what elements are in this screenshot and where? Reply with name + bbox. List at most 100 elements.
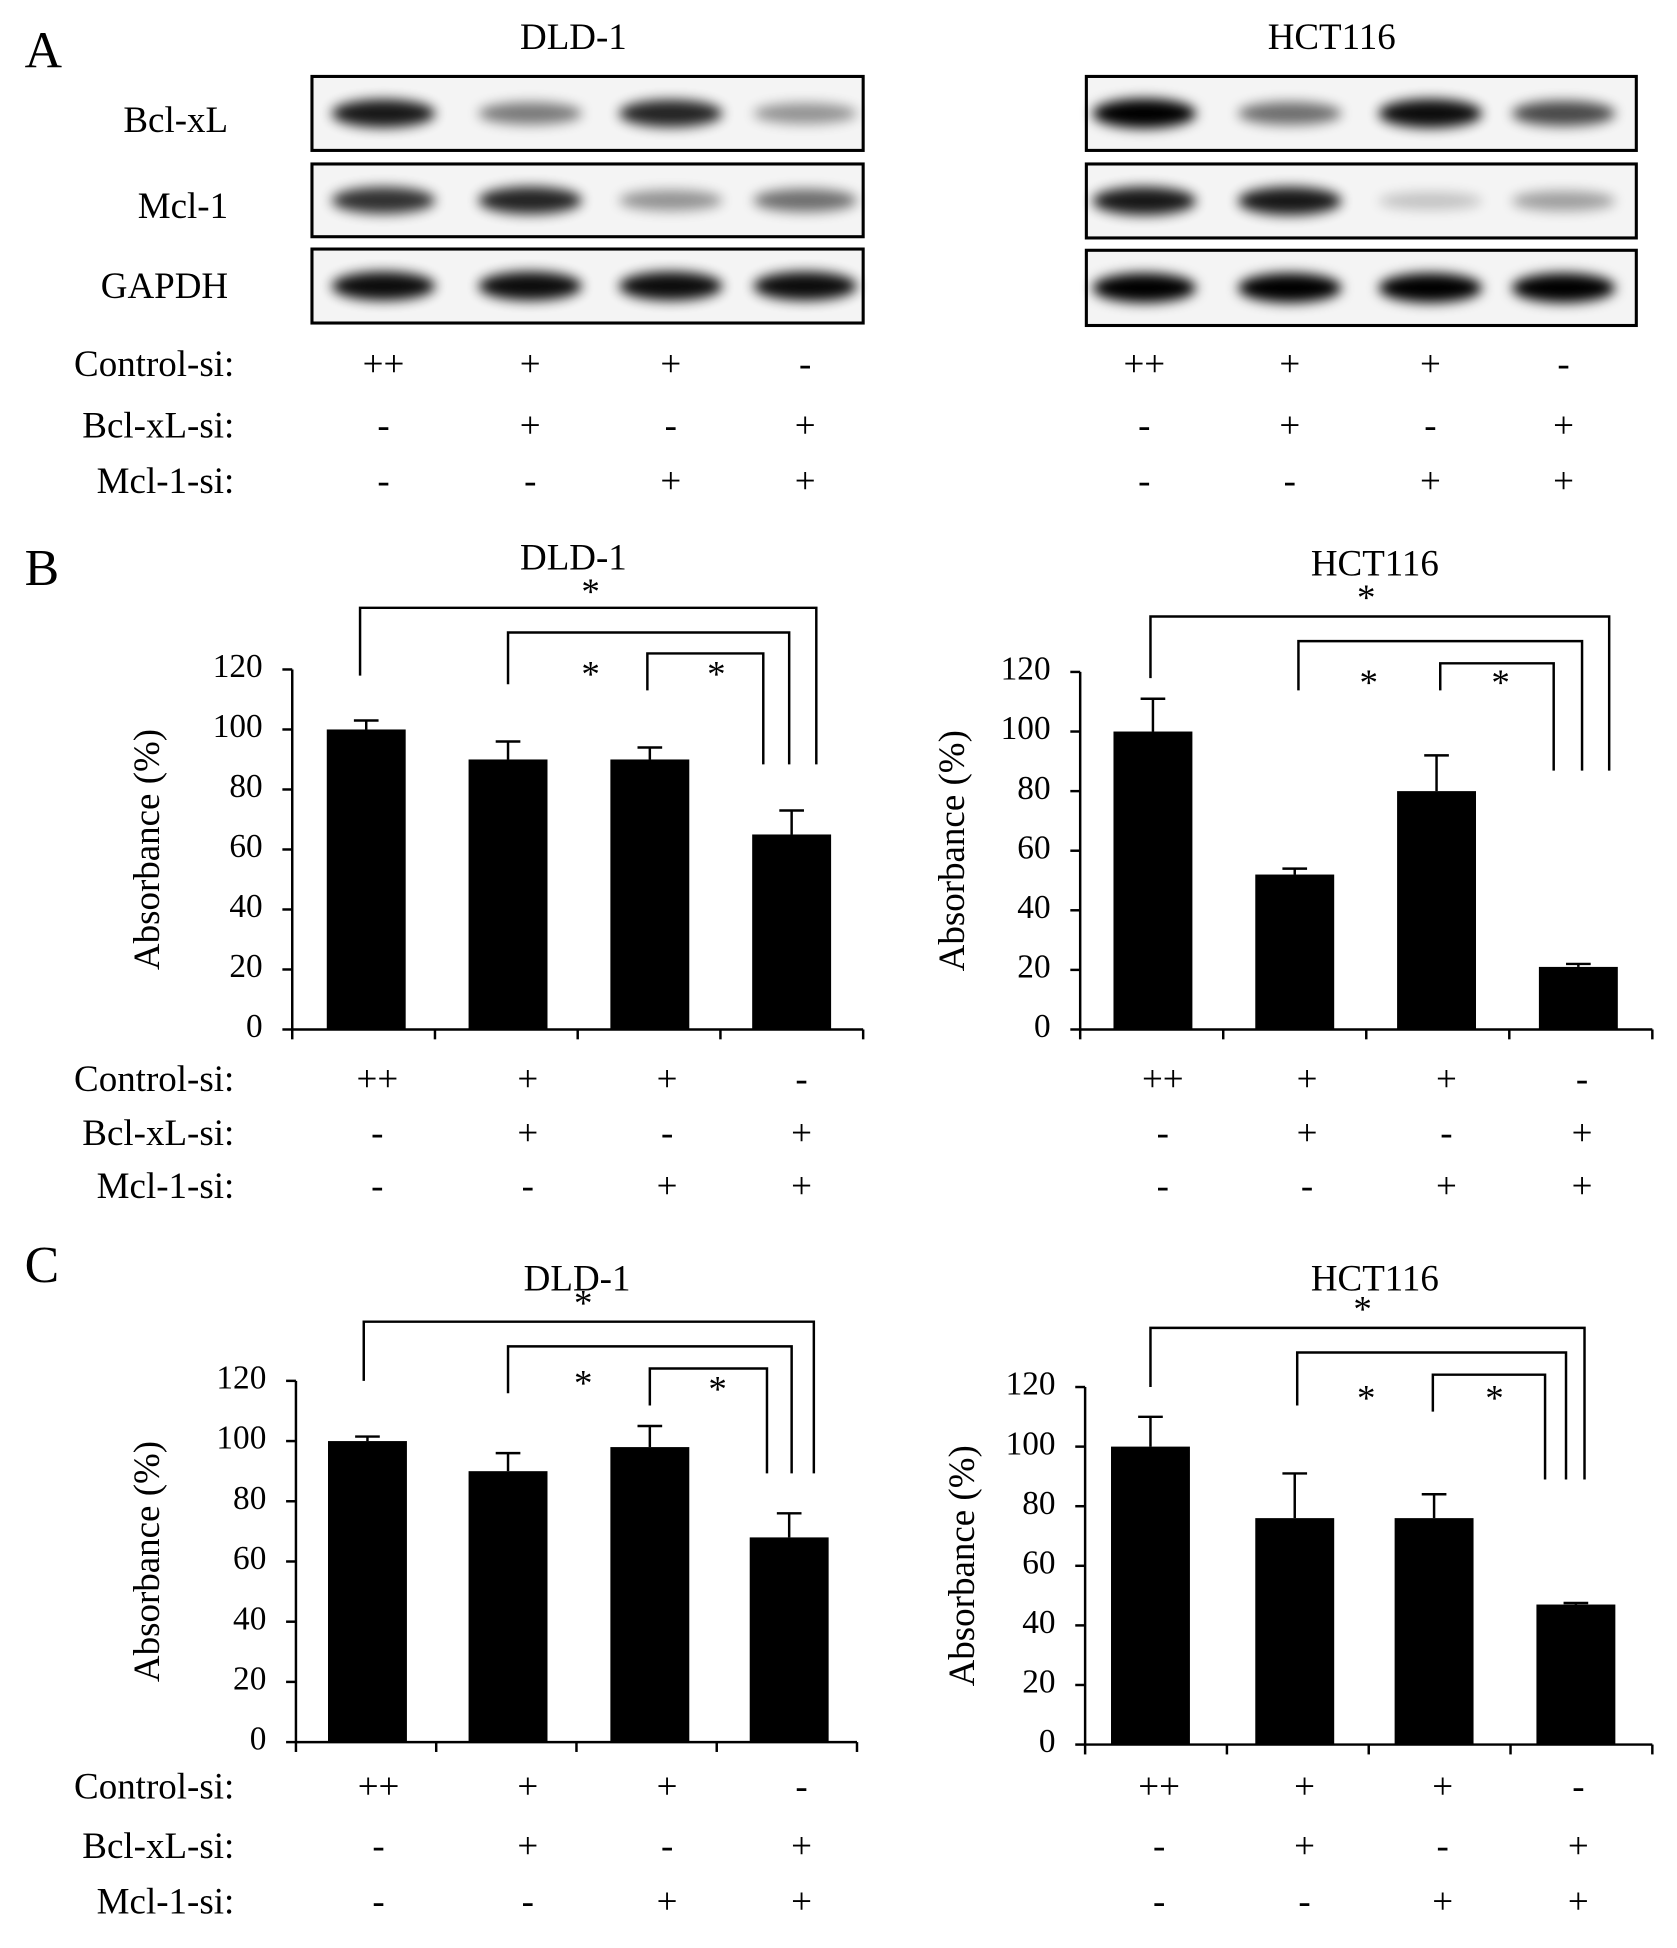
y-tick-label: 40: [1017, 889, 1050, 926]
condition-mark: +: [1294, 1825, 1315, 1866]
significance-bracket: [506, 631, 791, 765]
condition-label: Control-si:: [74, 1766, 234, 1807]
blot-band: [753, 103, 857, 124]
panel-label: C: [25, 1237, 60, 1294]
condition-mark: -: [1301, 1165, 1313, 1206]
condition-mark: -: [1157, 1165, 1169, 1206]
y-tick-label: 40: [233, 1600, 266, 1637]
significance-label: *: [581, 654, 599, 695]
y-tick-label: 60: [229, 828, 262, 865]
condition-mark: +: [660, 460, 681, 501]
y-tick-label: 80: [233, 1480, 266, 1517]
bar: [326, 729, 406, 1030]
condition-mark: +: [1568, 1825, 1589, 1866]
y-tick-label: 100: [1006, 1425, 1056, 1462]
condition-mark: -: [1138, 405, 1150, 446]
blot-row-label: Bcl-xL: [123, 99, 228, 140]
condition-label: Mcl-1-si:: [97, 460, 235, 501]
condition-mark: +: [1432, 1880, 1453, 1921]
condition-mark: ++: [1138, 1766, 1180, 1807]
condition-mark: -: [1157, 1112, 1169, 1153]
significance-label: *: [574, 1282, 592, 1323]
condition-mark: +: [1568, 1880, 1589, 1921]
condition-mark: +: [1553, 460, 1574, 501]
condition-mark: -: [661, 1112, 673, 1153]
condition-label: Control-si:: [74, 1058, 234, 1099]
condition-mark: -: [522, 1165, 534, 1206]
blot-band: [1238, 273, 1342, 303]
y-tick-label: 60: [1017, 829, 1050, 866]
significance-bracket: [1149, 1326, 1586, 1480]
significance-label: *: [574, 1363, 592, 1404]
blot-row-label: Mcl-1: [138, 185, 228, 226]
condition-mark: +: [1553, 405, 1574, 446]
blot-band: [331, 271, 436, 301]
chart-title: DLD-1: [524, 1258, 631, 1299]
bar: [1394, 1518, 1474, 1745]
bar: [610, 759, 690, 1030]
blot-band: [1238, 101, 1342, 125]
y-axis-label: Absorbance (%): [931, 730, 973, 971]
condition-label: Bcl-xL-si:: [82, 1825, 234, 1866]
condition-mark: +: [517, 1825, 538, 1866]
condition-mark: -: [1440, 1112, 1452, 1153]
blot-band: [619, 271, 723, 301]
condition-mark: +: [657, 1058, 678, 1099]
bar: [749, 1537, 829, 1743]
y-tick-label: 120: [1001, 651, 1051, 688]
condition-mark: -: [371, 1112, 383, 1153]
significance-label: *: [708, 1369, 726, 1410]
blot-band: [1511, 273, 1616, 303]
condition-mark: +: [1436, 1058, 1457, 1099]
condition-mark: -: [1153, 1880, 1165, 1921]
significance-bracket: [362, 1320, 816, 1474]
bar: [328, 1441, 407, 1743]
condition-mark: -: [372, 1825, 384, 1866]
blot-band: [1511, 100, 1616, 127]
condition-label: Mcl-1-si:: [97, 1165, 235, 1206]
significance-label: *: [1485, 1377, 1503, 1418]
condition-mark: -: [1557, 343, 1569, 384]
y-tick-label: 20: [1022, 1664, 1055, 1701]
blot-band: [619, 99, 723, 128]
condition-mark: +: [660, 343, 681, 384]
y-tick-label: 40: [1022, 1604, 1055, 1641]
blot-band: [1092, 273, 1197, 303]
condition-mark: +: [795, 460, 816, 501]
condition-mark: -: [524, 460, 536, 501]
condition-mark: +: [1297, 1058, 1318, 1099]
significance-label: *: [1353, 1289, 1371, 1330]
y-tick-label: 0: [246, 1008, 263, 1045]
condition-mark: +: [517, 1112, 538, 1153]
significance-bracket: [1295, 1351, 1568, 1480]
bar: [1111, 1446, 1190, 1745]
condition-mark: +: [1436, 1165, 1457, 1206]
condition-mark: -: [795, 1058, 807, 1099]
condition-mark: +: [1432, 1766, 1453, 1807]
y-tick-label: 80: [229, 768, 262, 805]
blot-band: [331, 99, 436, 128]
condition-mark: -: [1424, 405, 1436, 446]
significance-label: *: [1357, 577, 1375, 618]
condition-mark: -: [1437, 1825, 1449, 1866]
significance-bracket: [1431, 1373, 1547, 1480]
condition-label: Control-si:: [74, 343, 234, 384]
condition-mark: +: [1572, 1165, 1593, 1206]
y-tick-label: 60: [1022, 1544, 1055, 1581]
condition-mark: ++: [356, 1058, 398, 1099]
condition-mark: +: [1297, 1112, 1318, 1153]
bar: [1536, 1604, 1616, 1745]
blot-row-label: GAPDH: [101, 265, 228, 306]
condition-mark: -: [1572, 1766, 1584, 1807]
y-tick-label: 40: [229, 888, 262, 925]
blot-title: DLD-1: [520, 16, 627, 57]
y-axis-label: Absorbance (%): [126, 1441, 168, 1682]
y-tick-label: 0: [1039, 1723, 1056, 1760]
bar: [1113, 731, 1193, 1030]
condition-mark: -: [795, 1766, 807, 1807]
bar: [1538, 966, 1618, 1030]
condition-mark: ++: [1123, 343, 1165, 384]
condition-mark: -: [1153, 1825, 1165, 1866]
y-tick-label: 0: [250, 1721, 267, 1758]
condition-label: Bcl-xL-si:: [82, 405, 234, 446]
